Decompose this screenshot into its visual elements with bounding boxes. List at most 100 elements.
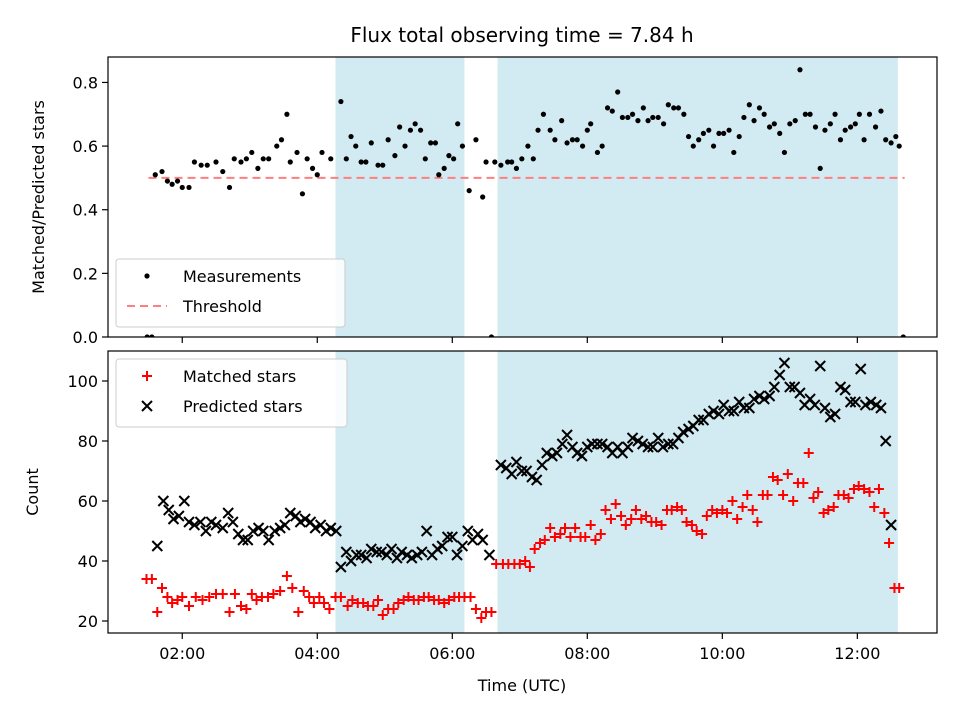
- measurement-point: [856, 111, 862, 117]
- measurement-point: [822, 127, 828, 133]
- predicted-star-point: [360, 552, 373, 564]
- matched-star-point: [803, 448, 814, 458]
- predicted-star-point: [636, 438, 649, 450]
- measurement-point: [564, 140, 570, 146]
- measurement-point: [309, 165, 316, 171]
- matched-star-point: [443, 595, 454, 605]
- predicted-star-point: [456, 540, 469, 552]
- matched-star-point: [782, 469, 793, 479]
- predicted-star-point: [183, 516, 195, 528]
- measurement-point: [540, 111, 547, 117]
- matched-star-point: [630, 505, 641, 515]
- predicted-star-point: [279, 519, 291, 531]
- measurement-point: [588, 121, 594, 127]
- predicted-star-point: [551, 447, 563, 459]
- matched-star-point: [393, 598, 404, 608]
- matched-star-point: [241, 604, 252, 614]
- measurement-point: [441, 165, 447, 171]
- measurement-point: [402, 143, 408, 149]
- measurement-point: [249, 149, 255, 156]
- matched-star-point: [595, 529, 606, 539]
- measurement-point: [552, 137, 558, 143]
- matched-star-point: [146, 574, 157, 584]
- measurement-point: [505, 159, 511, 165]
- matched-star-point: [342, 601, 353, 611]
- matched-star-point: [347, 595, 358, 605]
- bottom-observing-window-1: [335, 351, 465, 633]
- measurement-point: [519, 156, 525, 162]
- predicted-star-point: [591, 438, 604, 450]
- matched-star-point: [656, 520, 667, 530]
- measurement-point: [287, 159, 293, 165]
- matched-star-point: [433, 595, 444, 605]
- measurement-point: [771, 121, 777, 127]
- measurement-point: [231, 156, 237, 162]
- matched-star-point: [190, 592, 201, 602]
- measurement-point: [797, 67, 803, 73]
- bottom-axes-frame: [107, 350, 938, 634]
- predicted-star-point: [829, 408, 841, 420]
- measurement-point: [710, 143, 717, 149]
- predicted-star-point: [809, 399, 821, 411]
- predicted-star-point: [516, 465, 528, 477]
- matched-star-point: [879, 508, 890, 518]
- matched-star-point: [727, 496, 738, 506]
- bottom-legend: Matched stars Predicted stars: [115, 358, 348, 428]
- measurement-point: [299, 191, 306, 197]
- predicted-star-point: [748, 393, 760, 405]
- measurement-point: [480, 194, 486, 200]
- predicted-star-point: [839, 384, 851, 396]
- measurement-point: [640, 105, 646, 111]
- predicted-star-point: [758, 393, 770, 405]
- top-axes-frame: [107, 56, 938, 338]
- matched-star-point: [423, 592, 434, 602]
- matched-star-point: [788, 496, 799, 506]
- measurement-point: [428, 140, 434, 146]
- predicted-star-point: [330, 525, 342, 537]
- matched-star-point: [732, 514, 743, 524]
- measurement-point: [746, 102, 752, 108]
- x-tick-label: 08:00: [564, 644, 610, 663]
- predicted-star-point: [784, 381, 796, 393]
- chart-title: Flux total observing time = 7.84 h: [350, 23, 693, 47]
- measurement-point: [579, 143, 586, 149]
- matched-star-point: [287, 583, 298, 593]
- matched-star-point: [246, 589, 257, 599]
- measurement-point: [852, 121, 858, 127]
- measurement-point: [861, 137, 867, 143]
- measurement-point: [872, 124, 879, 130]
- predicted-star-point: [284, 507, 296, 519]
- matched-star-point: [308, 598, 319, 608]
- measurements-series: [144, 67, 906, 337]
- matched-star-point: [620, 520, 631, 530]
- measurement-point: [220, 168, 226, 175]
- predicted-star-point: [370, 546, 383, 558]
- measurement-point: [685, 133, 692, 140]
- predicted-star-point: [794, 387, 806, 399]
- predicted-star-point: [677, 426, 689, 438]
- predicted-star-point: [446, 531, 458, 543]
- matched-star-point: [304, 592, 315, 602]
- measurement-point: [716, 130, 722, 136]
- legend-measurements-marker: [144, 273, 150, 279]
- measurement-point: [260, 156, 266, 162]
- bottom-y-tick-label: 80: [78, 432, 98, 451]
- predicted-star-point: [157, 495, 170, 507]
- matched-star-point: [869, 502, 880, 512]
- matched-star-point: [335, 592, 346, 602]
- predicted-star-point: [855, 363, 867, 375]
- predicted-star-point: [188, 519, 201, 531]
- predicted-star-point: [743, 402, 756, 414]
- legend-label: Predicted stars: [183, 397, 303, 416]
- legend-predicted-marker: [141, 400, 153, 412]
- predicted-star-point: [451, 549, 463, 561]
- matched-star-point: [691, 526, 702, 536]
- matched-star-point: [711, 508, 722, 518]
- matched-stars-series: [141, 448, 905, 623]
- measurement-point: [186, 184, 192, 191]
- measurement-point: [888, 140, 894, 146]
- measurement-point: [781, 149, 788, 156]
- measurement-point: [169, 181, 175, 187]
- measurement-point: [660, 121, 667, 127]
- matched-star-point: [560, 523, 571, 533]
